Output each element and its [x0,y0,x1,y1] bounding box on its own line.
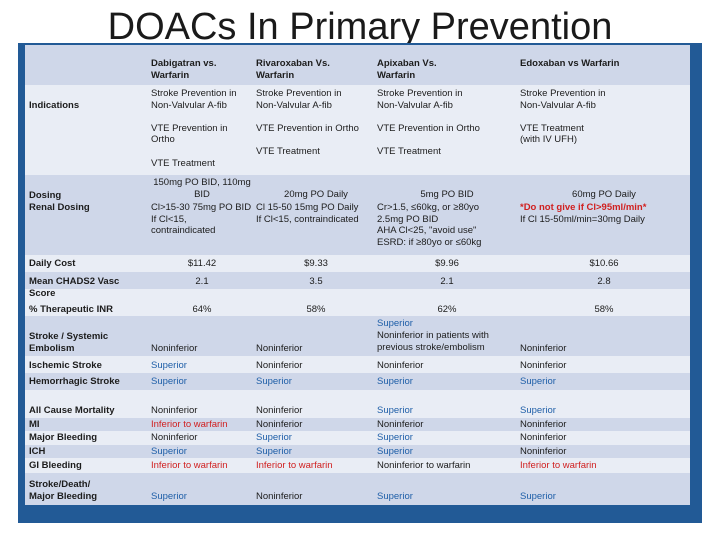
renal-apixaban: Cr>1.5, ≤60kg, or ≥80yo 2.5mg PO BID AHA… [377,202,482,248]
row-band [25,356,690,373]
row-band [25,85,690,175]
row-band [25,431,690,445]
ich-apixaban: Superior [377,446,413,457]
row-band [25,473,690,505]
label-indications: Indications [29,100,80,111]
ischemic-dabigatran: Superior [151,360,187,371]
renal-edoxaban-warning: *Do not give if Cl>95ml/min* [520,202,647,213]
composite-apixaban: Superior [377,491,413,502]
ischemic-edoxaban: Noninferior [520,360,567,371]
mortality-apixaban: Superior [377,405,413,416]
label-major-bleeding: Major Bleeding [29,432,98,443]
chads-apixaban: 2.1 [440,276,454,287]
row-band [25,316,690,356]
row-band [25,255,690,272]
cost-apixaban: $9.96 [435,258,459,269]
label-renal-dosing: Renal Dosing [29,202,90,213]
header-edoxaban: Edoxaban vs Warfarin [520,58,620,69]
chads-dabigatran: 2.1 [195,276,209,287]
dosing-apixaban: 5mg PO BID [420,189,474,200]
hemorrhagic-rivaroxaban: Superior [256,376,292,387]
ich-rivaroxaban: Superior [256,446,292,457]
chads-rivaroxaban: 3.5 [309,276,323,287]
slide-title: DOACs In Primary Prevention [107,6,613,48]
hemorrhagic-edoxaban: Superior [520,376,556,387]
stroke-dabigatran: Noninferior [151,343,198,354]
renal-edoxaban: If Cl 15-50ml/min=30mg Daily [520,214,645,225]
composite-edoxaban: Superior [520,491,556,502]
row-band [25,272,690,289]
label-mortality: All Cause Mortality [29,405,115,416]
row-band [25,390,690,418]
cost-dabigatran: $11.42 [187,258,217,269]
hemorrhagic-dabigatran: Superior [151,376,187,387]
inr-rivaroxaban: 58% [306,304,326,315]
bleeding-edoxaban: Noninferior [520,432,567,443]
chads-edoxaban: 2.8 [597,276,611,287]
mortality-edoxaban: Superior [520,405,556,416]
bleeding-apixaban: Superior [377,432,413,443]
cost-rivaroxaban: $9.33 [304,258,328,269]
header-rivaroxaban: Rivaroxaban Vs. Warfarin [256,58,330,81]
row-band [25,373,690,390]
bleeding-rivaroxaban: Superior [256,432,292,443]
indications-dabigatran: Stroke Prevention in Non-Valvular A-fib … [151,88,237,169]
dosing-dabigatran: 150mg PO BID, 110mg BID [153,177,251,200]
inr-edoxaban: 58% [594,304,614,315]
row-band [25,418,690,431]
row-band [25,175,690,255]
label-hemorrhagic: Hemorrhagic Stroke [29,376,120,387]
label-chads: Mean CHADS2 Vasc Score [29,276,120,299]
renal-dabigatran: Cl>15-30 75mg PO BID If Cl<15, contraind… [151,202,252,237]
indications-apixaban: Stroke Prevention in Non-Valvular A-fib … [377,88,480,157]
mi-dabigatran: Inferior to warfarin [151,419,228,430]
mi-rivaroxaban: Noninferior [256,419,303,430]
row-band [25,458,690,473]
mortality-dabigatran: Noninferior [151,405,198,416]
cost-edoxaban: $10.66 [589,258,619,269]
label-ischemic: Ischemic Stroke [29,360,102,371]
row-band [25,289,690,316]
gi-dabigatran: Inferior to warfarin [151,460,228,471]
stroke-apixaban-superior: Superior [377,318,413,329]
label-stroke-embolism: Stroke / Systemic Embolism [29,331,109,354]
label-mi: MI [29,419,40,430]
label-daily-cost: Daily Cost [29,258,76,269]
composite-dabigatran: Superior [151,491,187,502]
ich-edoxaban: Noninferior [520,446,567,457]
ischemic-rivaroxaban: Noninferior [256,360,303,371]
gi-edoxaban: Inferior to warfarin [520,460,597,471]
dosing-rivaroxaban: 20mg PO Daily [284,189,348,200]
hemorrhagic-apixaban: Superior [377,376,413,387]
dosing-edoxaban: 60mg PO Daily [572,189,636,200]
ischemic-apixaban: Noninferior [377,360,424,371]
mi-edoxaban: Noninferior [520,419,567,430]
label-dosing: Dosing [29,190,62,201]
label-ich: ICH [29,446,46,457]
bleeding-dabigatran: Noninferior [151,432,198,443]
gi-rivaroxaban: Inferior to warfarin [256,460,333,471]
indications-edoxaban: Stroke Prevention in Non-Valvular A-fib … [520,88,606,146]
indications-rivaroxaban: Stroke Prevention in Non-Valvular A-fib … [256,88,359,157]
row-band [25,445,690,458]
row-band [25,45,690,85]
header-dabigatran: Dabigatran vs. Warfarin [151,58,217,81]
stroke-edoxaban: Noninferior [520,343,567,354]
inr-apixaban: 62% [437,304,457,315]
mi-apixaban: Noninferior [377,419,424,430]
stroke-rivaroxaban: Noninferior [256,343,303,354]
mortality-rivaroxaban: Noninferior [256,405,303,416]
inr-dabigatran: 64% [192,304,212,315]
composite-rivaroxaban: Noninferior [256,491,303,502]
stroke-apixaban-noninferior: Noninferior in patients with previous st… [377,330,489,353]
label-gi-bleeding: GI Bleeding [29,460,82,471]
label-composite: Stroke/Death/ Major Bleeding [29,479,98,502]
gi-apixaban: Noninferior to warfarin [377,460,471,471]
label-inr: % Therapeutic INR [29,304,113,315]
header-apixaban: Apixaban Vs. Warfarin [377,58,437,81]
ich-dabigatran: Superior [151,446,187,457]
renal-rivaroxaban: Cl 15-50 15mg PO Daily If Cl<15, contrai… [256,202,359,225]
